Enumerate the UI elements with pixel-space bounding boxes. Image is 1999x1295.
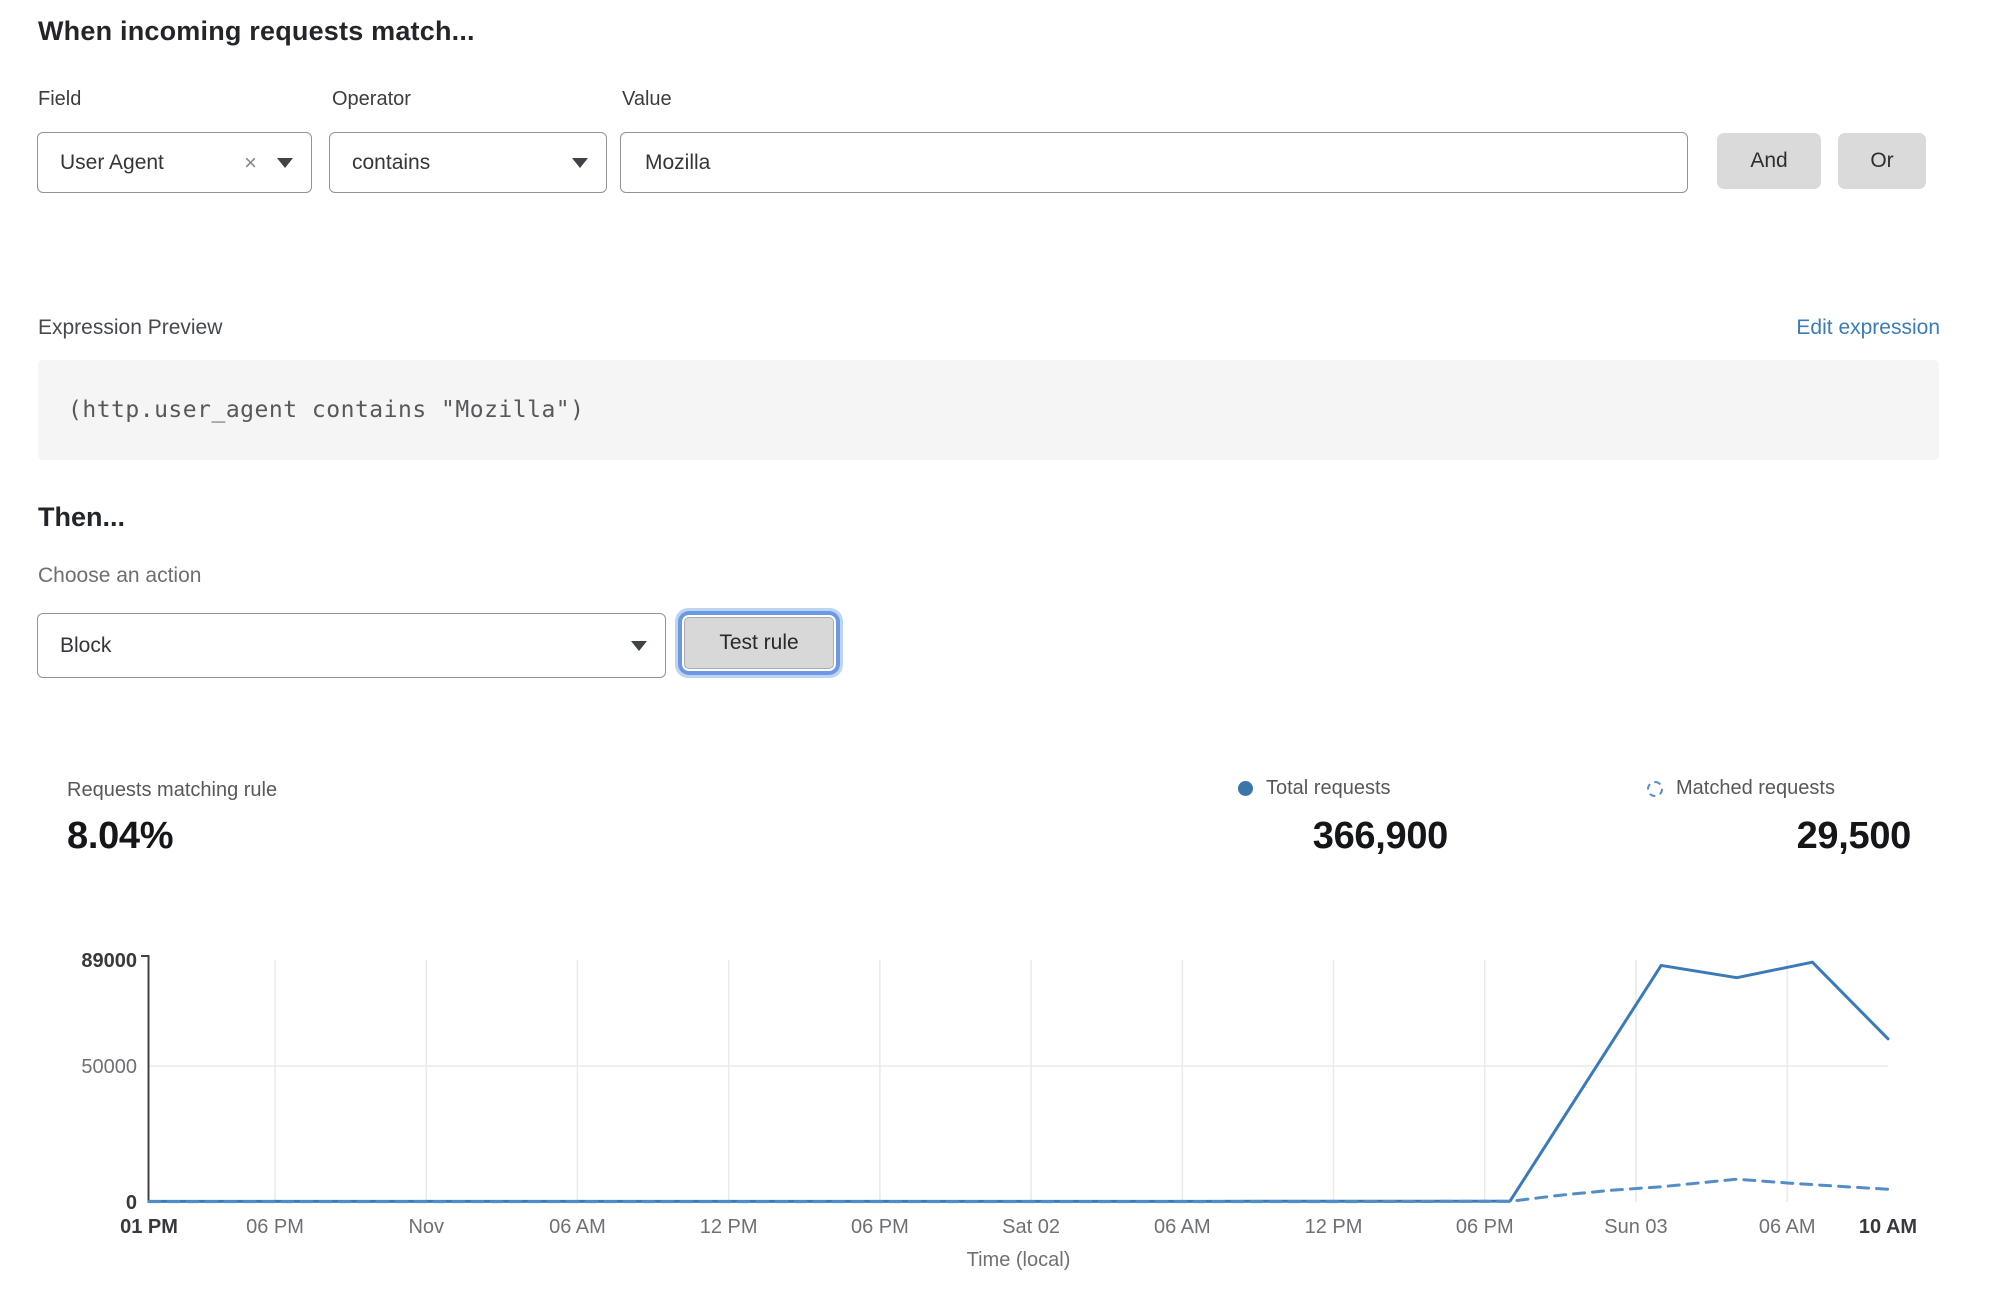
expression-preview-label: Expression Preview <box>38 316 223 339</box>
total-requests-legend: Total requests <box>1238 777 1391 800</box>
svg-text:Sat 02: Sat 02 <box>1002 1216 1060 1238</box>
svg-text:Time (local): Time (local) <box>967 1249 1071 1271</box>
edit-expression-link[interactable]: Edit expression <box>1796 316 1940 339</box>
field-label: Field <box>38 88 82 110</box>
svg-text:10 AM: 10 AM <box>1859 1216 1917 1238</box>
total-requests-value: 366,900 <box>1312 815 1449 857</box>
svg-text:06 AM: 06 AM <box>1759 1216 1816 1238</box>
svg-text:06 AM: 06 AM <box>1154 1216 1211 1238</box>
value-input[interactable] <box>620 132 1688 193</box>
chevron-down-icon <box>277 157 293 168</box>
field-select-value: User Agent <box>60 150 164 174</box>
svg-text:06 PM: 06 PM <box>246 1216 304 1238</box>
matched-requests-dashed-circle-icon <box>1647 780 1663 797</box>
svg-text:0: 0 <box>126 1192 137 1214</box>
svg-text:06 PM: 06 PM <box>1456 1216 1514 1238</box>
expression-code-block: (http.user_agent contains "Mozilla") <box>38 360 1939 460</box>
clear-field-icon[interactable]: × <box>244 149 257 175</box>
chevron-down-icon <box>631 640 647 651</box>
matched-requests-legend: Matched requests <box>1647 777 1835 800</box>
and-button[interactable]: And <box>1717 133 1821 189</box>
svg-text:06 AM: 06 AM <box>549 1216 606 1238</box>
operator-select[interactable]: contains <box>329 132 607 193</box>
total-requests-dot-icon <box>1238 781 1253 796</box>
matched-requests-value: 29,500 <box>1796 815 1912 857</box>
total-requests-label: Total requests <box>1266 777 1391 799</box>
action-select[interactable]: Block <box>37 613 666 678</box>
svg-text:50000: 50000 <box>81 1056 137 1078</box>
field-select[interactable]: User Agent × <box>37 132 312 193</box>
then-heading: Then... <box>38 502 125 532</box>
test-rule-button[interactable]: Test rule <box>684 617 834 669</box>
operator-label: Operator <box>332 88 411 110</box>
svg-text:Nov: Nov <box>408 1216 444 1238</box>
svg-text:06 PM: 06 PM <box>851 1216 909 1238</box>
svg-text:01 PM: 01 PM <box>120 1216 178 1238</box>
requests-chart: 89000 50000 001 PM 06 PM Nov 06 AM 12 PM 06 PM S… <box>81 950 1917 1271</box>
page-title: When incoming requests match... <box>38 16 475 46</box>
expression-code: (http.user_agent contains "Mozilla") <box>68 397 585 423</box>
matched-requests-label: Matched requests <box>1676 777 1835 799</box>
requests-matching-label: Requests matching rule <box>67 779 278 801</box>
svg-text:89000: 89000 <box>81 950 137 972</box>
value-label: Value <box>622 88 672 110</box>
svg-text:Sun 03: Sun 03 <box>1604 1216 1667 1238</box>
action-select-value: Block <box>60 633 112 657</box>
choose-action-label: Choose an action <box>38 564 202 587</box>
requests-matching-value: 8.04% <box>67 815 174 857</box>
svg-text:12 PM: 12 PM <box>700 1216 758 1238</box>
chevron-down-icon <box>572 157 588 168</box>
operator-select-value: contains <box>352 150 431 174</box>
svg-text:12 PM: 12 PM <box>1305 1216 1363 1238</box>
or-button[interactable]: Or <box>1838 133 1926 189</box>
